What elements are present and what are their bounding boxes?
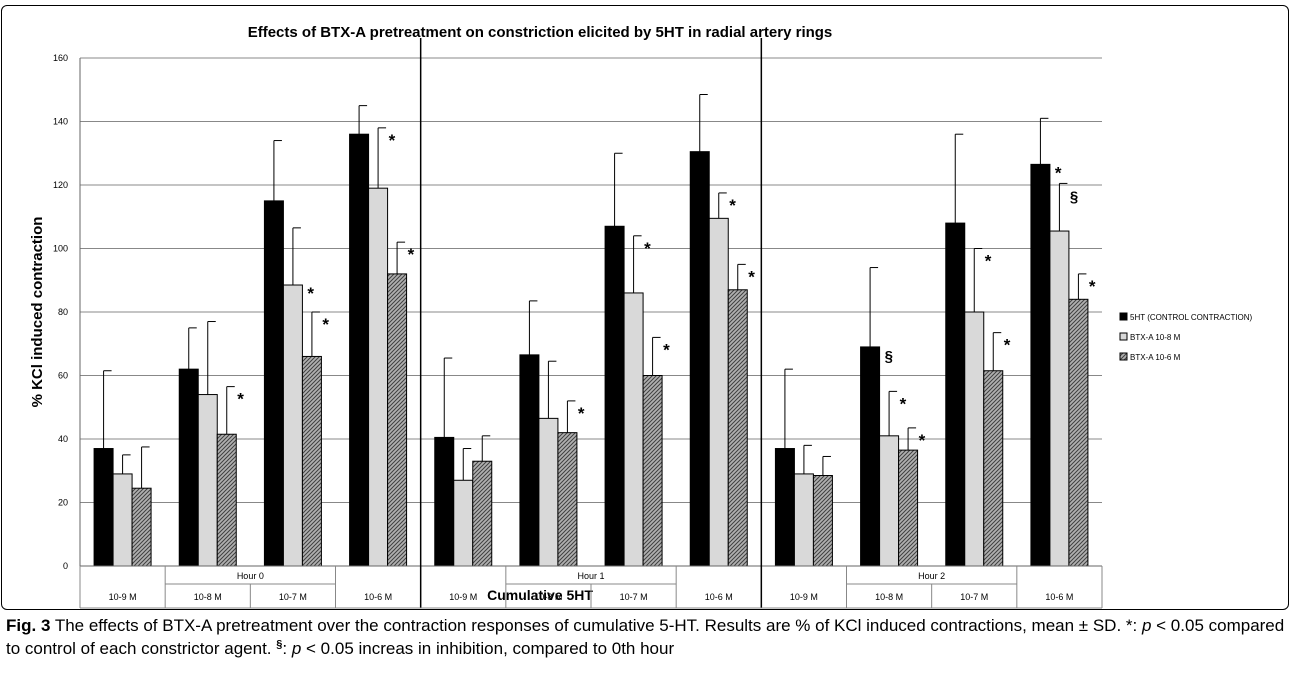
y-tick-label: 140 [53, 117, 68, 127]
significance-marker: * [1055, 163, 1062, 182]
significance-marker: * [1004, 336, 1011, 355]
x-tick-label: 10-6 M [705, 592, 733, 602]
bar [727, 289, 748, 567]
bar [519, 354, 540, 567]
bar [453, 479, 474, 567]
bar [263, 200, 284, 567]
significance-marker: * [307, 284, 314, 303]
bar [623, 292, 644, 567]
bar [434, 436, 455, 567]
y-tick-label: 60 [58, 371, 68, 381]
legend-swatch [1119, 352, 1128, 361]
bar [983, 370, 1004, 567]
x-tick-label: 10-6 M [364, 592, 392, 602]
x-tick-label: 10-7 M [960, 592, 988, 602]
legend-label: 5HT (CONTROL CONTRACTION) [1130, 313, 1253, 322]
significance-marker: * [900, 394, 907, 413]
x-tick-label: 10-8 M [534, 592, 562, 602]
bar [812, 475, 833, 567]
significance-marker: * [729, 196, 736, 215]
bar [538, 417, 559, 567]
x-axis-label: Cumulative 5HT [487, 587, 593, 603]
bar [282, 284, 303, 567]
bar [1030, 163, 1051, 567]
x-tick-label: 10-7 M [279, 592, 307, 602]
bar [387, 273, 408, 567]
group-label: Hour 0 [237, 571, 264, 581]
significance-marker: * [663, 340, 670, 359]
caption-text: The effects of BTX-A pretreatment over t… [6, 616, 1285, 658]
significance-marker: * [389, 131, 396, 150]
bar [557, 432, 578, 567]
y-axis-label: % KCl induced contraction [29, 217, 46, 408]
bar-chart: Effects of BTX-A pretreatment on constri… [29, 24, 1253, 609]
bar [642, 375, 663, 567]
legend-label: BTX-A 10-6 M [1130, 353, 1181, 362]
significance-marker: * [985, 252, 992, 271]
significance-marker: * [748, 267, 755, 286]
y-tick-label: 80 [58, 307, 68, 317]
bars: * * * * * § * § * * * * * * * * * * [93, 94, 1096, 567]
bar [93, 448, 114, 567]
bar [689, 151, 710, 567]
y-tick-label: 120 [53, 180, 68, 190]
group-label: Hour 1 [577, 571, 604, 581]
significance-marker: * [919, 431, 926, 450]
caption-label: Fig. 3 [6, 616, 51, 635]
significance-marker: * [644, 239, 651, 258]
y-tick-label: 40 [58, 434, 68, 444]
legend-swatch [1119, 312, 1128, 321]
bar [472, 460, 493, 567]
significance-marker: § [885, 348, 893, 365]
figure-frame [1, 5, 1289, 610]
legend: 5HT (CONTROL CONTRACTION) BTX-A 10-8 M BTX… [1119, 312, 1253, 362]
bar [368, 187, 389, 567]
significance-marker: * [408, 245, 415, 264]
bar [879, 435, 900, 567]
bar [1068, 298, 1089, 567]
significance-marker: * [1089, 277, 1096, 296]
x-tick-label: 10-9 M [790, 592, 818, 602]
bar [604, 225, 625, 567]
significance-marker: * [322, 315, 329, 334]
axes: 0 20 40 60 80 100 120 140 160 Hour 0 Hour 1 Hour 2 1… [53, 38, 1103, 609]
legend-swatch [1119, 332, 1128, 341]
bar [1049, 230, 1070, 567]
bar [349, 133, 370, 567]
legend-label: BTX-A 10-8 M [1130, 333, 1181, 342]
figure-caption: Fig. 3 The effects of BTX-A pretreatment… [6, 614, 1286, 660]
bar [945, 222, 966, 567]
y-tick-label: 160 [53, 53, 68, 63]
bar [301, 355, 322, 567]
significance-marker: * [578, 404, 585, 423]
bar [708, 217, 729, 567]
x-tick-label: 10-9 M [449, 592, 477, 602]
x-tick-label: 10-6 M [1045, 592, 1073, 602]
x-tick-label: 10-8 M [194, 592, 222, 602]
chart-title: Effects of BTX-A pretreatment on constri… [248, 24, 833, 41]
y-tick-label: 100 [53, 244, 68, 254]
bar [793, 473, 814, 567]
bar [216, 433, 237, 567]
bar [178, 368, 199, 567]
bar [860, 346, 881, 567]
significance-marker: * [237, 390, 244, 409]
x-tick-label: 10-9 M [109, 592, 137, 602]
bar [774, 448, 795, 567]
bar [197, 394, 218, 567]
bar [964, 311, 985, 567]
bar [898, 449, 919, 567]
group-label: Hour 2 [918, 571, 945, 581]
x-tick-label: 10-8 M [875, 592, 903, 602]
bar [112, 473, 133, 567]
significance-marker: § [1070, 188, 1078, 205]
bar [131, 487, 152, 567]
x-tick-label: 10-7 M [620, 592, 648, 602]
y-tick-label: 0 [63, 561, 68, 571]
y-tick-label: 20 [58, 498, 68, 508]
